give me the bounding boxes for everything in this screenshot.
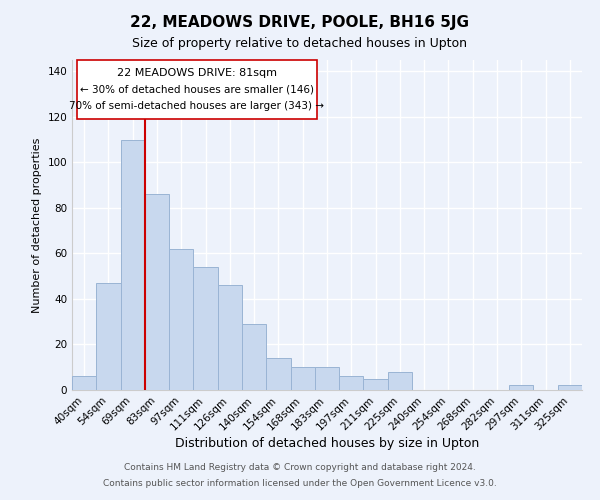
Bar [169,249,193,390]
Bar [339,376,364,390]
Text: Contains HM Land Registry data © Crown copyright and database right 2024.: Contains HM Land Registry data © Crown c… [124,464,476,472]
Y-axis label: Number of detached properties: Number of detached properties [32,138,42,312]
Bar [72,376,96,390]
Text: 22 MEADOWS DRIVE: 81sqm: 22 MEADOWS DRIVE: 81sqm [117,68,277,78]
Text: 70% of semi-detached houses are larger (343) →: 70% of semi-detached houses are larger (… [70,101,325,112]
Bar [145,194,169,390]
Bar [218,286,242,390]
Bar [96,283,121,390]
Bar [242,324,266,390]
Bar [388,372,412,390]
Bar [315,367,339,390]
Text: Size of property relative to detached houses in Upton: Size of property relative to detached ho… [133,38,467,51]
Bar [509,386,533,390]
Bar [558,386,582,390]
Bar [290,367,315,390]
Bar [121,140,145,390]
Bar [364,378,388,390]
Bar [266,358,290,390]
Text: ← 30% of detached houses are smaller (146): ← 30% of detached houses are smaller (14… [80,84,314,95]
Bar [193,267,218,390]
Text: 22, MEADOWS DRIVE, POOLE, BH16 5JG: 22, MEADOWS DRIVE, POOLE, BH16 5JG [131,15,470,30]
X-axis label: Distribution of detached houses by size in Upton: Distribution of detached houses by size … [175,438,479,450]
FancyBboxPatch shape [77,60,317,120]
Text: Contains public sector information licensed under the Open Government Licence v3: Contains public sector information licen… [103,478,497,488]
